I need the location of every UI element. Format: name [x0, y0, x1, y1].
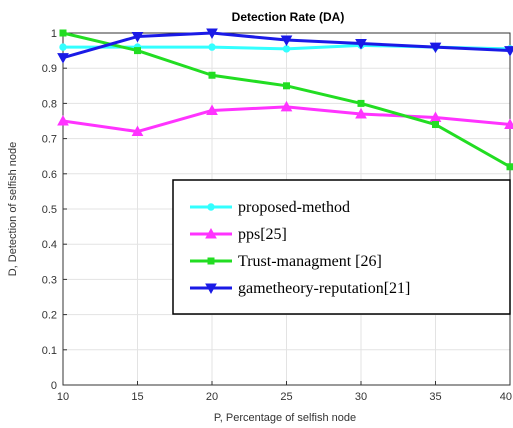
- legend-box: [172, 179, 511, 315]
- x-axis-label: P, Percentage of selfish node: [214, 412, 356, 424]
- y-tick-label: 0.9: [42, 63, 57, 75]
- x-tick-label: 20: [206, 391, 218, 403]
- legend-entry-label: proposed-method: [238, 199, 350, 216]
- chart-title: Detection Rate (DA): [232, 10, 345, 24]
- legend-swatch-marker: [207, 203, 215, 211]
- data-point: [206, 28, 218, 40]
- data-point: [131, 125, 144, 137]
- legend-entry-label: gametheory-reputation[21]: [238, 280, 410, 297]
- y-tick-label: 0.2: [42, 310, 57, 322]
- x-tick-label: 40: [500, 391, 512, 403]
- series-3: [59, 29, 513, 171]
- x-tick-label: 15: [131, 391, 143, 403]
- data-point: [282, 45, 291, 53]
- y-tick-label: 0.6: [42, 169, 57, 181]
- data-point: [206, 104, 218, 115]
- y-axis-label: D, Detection of selfish node: [7, 142, 19, 277]
- y-tick-label: 0.7: [42, 134, 57, 146]
- legend-swatch-marker: [205, 227, 217, 239]
- data-point: [57, 53, 69, 64]
- data-point: [357, 99, 365, 107]
- x-axis-ticks: 10 15 20 25 30 35 40: [57, 381, 512, 403]
- data-point: [208, 71, 216, 79]
- x-tick-label: 25: [280, 391, 292, 403]
- data-point: [59, 43, 67, 51]
- x-tick-label: 35: [429, 391, 441, 403]
- data-point: [283, 82, 290, 90]
- y-axis-ticks: 0 0.1 0.2 0.3 0.4 0.5 0.6 0.7 0.8 0.9 1: [42, 28, 67, 392]
- legend-swatch-marker: [205, 283, 217, 295]
- legend: proposed-method pps[25] Trust-managment [2…: [172, 179, 511, 315]
- series-4: [57, 28, 513, 64]
- y-tick-label: 0.4: [42, 239, 57, 251]
- data-point: [506, 163, 513, 171]
- legend-entry-label: Trust-managment [26]: [238, 253, 382, 270]
- y-tick-label: 0.1: [42, 345, 57, 357]
- data-point: [57, 114, 69, 126]
- y-tick-label: 0: [51, 380, 57, 392]
- data-point: [355, 107, 367, 119]
- data-point: [59, 29, 67, 37]
- legend-swatch-marker: [207, 257, 215, 265]
- data-point: [432, 121, 439, 129]
- x-tick-label: 30: [355, 391, 367, 403]
- y-tick-label: 1: [51, 28, 57, 40]
- series-group: [57, 28, 513, 171]
- data-point: [280, 100, 293, 112]
- data-point: [280, 35, 293, 47]
- y-tick-label: 0.5: [42, 204, 57, 216]
- data-point: [131, 32, 144, 43]
- y-tick-label: 0.3: [42, 274, 57, 286]
- data-point: [134, 47, 141, 55]
- y-tick-label: 0.8: [42, 98, 57, 110]
- legend-entry-label: pps[25]: [238, 226, 287, 243]
- data-point: [429, 42, 442, 54]
- data-point: [208, 43, 216, 51]
- series-2: [57, 100, 513, 137]
- data-point: [355, 39, 367, 50]
- x-tick-label: 10: [57, 391, 69, 403]
